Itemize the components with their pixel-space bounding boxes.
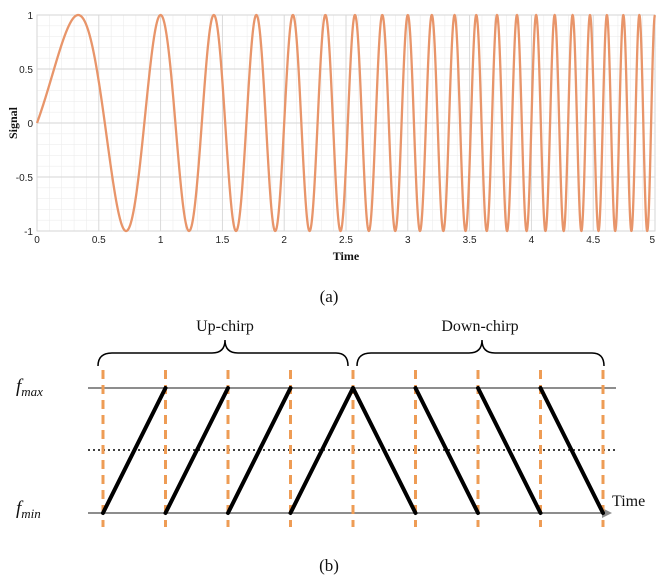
fmax-sub: max (21, 384, 43, 399)
x-tick-label: 2 (281, 235, 287, 246)
x-tick-labels: 0 0.5 1 1.5 2 2.5 3 3.5 4 4.5 5 (34, 235, 655, 246)
x-tick-label: 3 (405, 235, 411, 246)
y-tick-label: -1 (24, 227, 33, 238)
x-tick-label: 0.5 (92, 235, 106, 246)
x-tick-label: 0 (34, 235, 40, 246)
up-chirp-brace (97, 339, 349, 367)
down-chirp-ramp (476, 386, 543, 515)
fmax-label: fmax (16, 376, 43, 399)
chart-b: Up-chirp Down-chirp fmax fmin Time (b) (16, 318, 645, 575)
y-axis-label: Signal (6, 106, 20, 139)
caption-a: (a) (320, 287, 339, 306)
y-tick-label: 1 (27, 11, 33, 22)
signal-series-line (35, 13, 657, 233)
fmin-label: fmin (16, 498, 41, 521)
time-label: Time (612, 493, 645, 510)
fmax-main: f (16, 376, 24, 397)
up-chirp-ramp (288, 386, 355, 515)
up-chirp-ramp (163, 386, 230, 515)
chirp-ramps (101, 386, 605, 515)
down-chirp-ramp (538, 386, 605, 515)
caption-b: (b) (319, 556, 339, 575)
y-tick-label: 0 (27, 119, 33, 130)
chirp-boundaries (101, 370, 605, 527)
y-tick-labels: 1 0.5 0 -0.5 -1 (16, 11, 34, 238)
down-chirp-label: Down-chirp (441, 318, 518, 335)
down-chirp-brace (356, 339, 605, 367)
up-chirp-ramp (101, 386, 168, 515)
x-axis-label: Time (333, 249, 360, 263)
y-tick-label: -0.5 (16, 173, 34, 184)
down-chirp-ramp (351, 386, 418, 515)
chart-a: 0 0.5 1 1.5 2 2.5 3 3.5 4 4.5 5 1 0.5 0 -0.5 -1 Time S… (6, 11, 657, 306)
up-chirp-label: Up-chirp (196, 318, 254, 335)
up-chirp-ramp (226, 386, 293, 515)
x-tick-label: 1.5 (215, 235, 229, 246)
x-tick-label: 4.5 (586, 235, 600, 246)
x-tick-label: 4 (529, 235, 535, 246)
x-tick-label: 5 (649, 235, 655, 246)
fmin-main: f (16, 498, 24, 519)
y-tick-label: 0.5 (19, 65, 33, 76)
down-chirp-ramp (413, 386, 480, 515)
x-tick-label: 2.5 (339, 235, 353, 246)
fmin-sub: min (21, 506, 41, 521)
x-tick-label: 3.5 (463, 235, 477, 246)
x-tick-label: 1 (158, 235, 164, 246)
